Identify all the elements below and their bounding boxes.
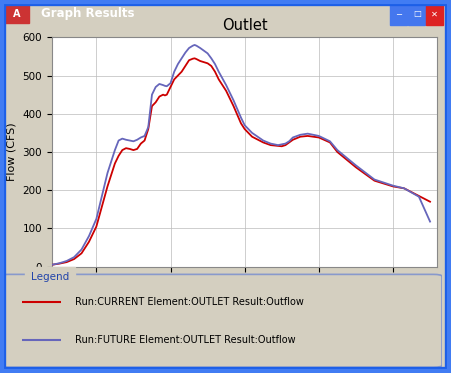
Text: Graph Results: Graph Results [41,7,134,20]
Text: Run:FUTURE Element:OUTLET Result:Outflow: Run:FUTURE Element:OUTLET Result:Outflow [74,335,295,345]
Text: 16Jan1973: 16Jan1973 [382,304,437,314]
Title: Outlet: Outlet [222,18,267,33]
Bar [390,3,407,25]
Text: Legend: Legend [31,272,69,282]
Text: □: □ [413,9,421,18]
Bar [5,4,29,23]
Bar [426,3,443,25]
Text: A: A [14,9,21,19]
Y-axis label: Flow (CFS): Flow (CFS) [7,123,17,181]
Text: Run:CURRENT Element:OUTLET Result:Outflow: Run:CURRENT Element:OUTLET Result:Outflo… [74,297,304,307]
Text: ✕: ✕ [431,9,438,18]
Bar [408,3,425,25]
Text: ─: ─ [396,9,401,18]
FancyBboxPatch shape [0,275,442,367]
